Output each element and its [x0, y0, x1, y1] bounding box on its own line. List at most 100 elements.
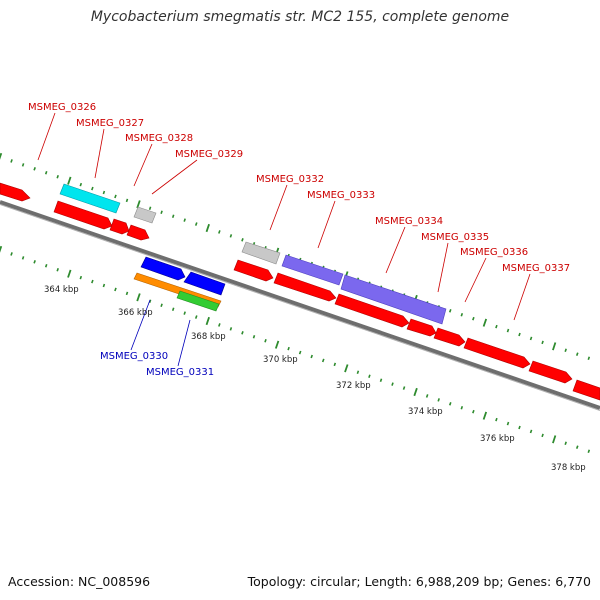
minor-tick — [333, 362, 337, 367]
minor-tick — [148, 206, 152, 211]
major-tick — [0, 245, 3, 253]
minor-tick — [495, 324, 498, 329]
gene-feature — [281, 254, 344, 286]
scale-label: 372 kbp — [336, 381, 371, 391]
gene-feature — [133, 206, 157, 224]
minor-tick — [252, 335, 256, 339]
gene-label: MSMEG_0327 — [76, 118, 144, 129]
minor-tick — [114, 194, 117, 199]
gene-feature — [140, 256, 186, 281]
minor-tick — [10, 159, 13, 163]
minor-tick — [587, 449, 591, 453]
major-tick — [136, 200, 141, 209]
gene-label: MSMEG_0329 — [175, 149, 243, 160]
gene-label: MSMEG_0333 — [307, 190, 375, 201]
minor-tick — [171, 214, 175, 218]
scale-label: 376 kbp — [480, 434, 515, 444]
minor-tick — [356, 370, 360, 375]
minor-tick — [194, 315, 198, 319]
minor-tick — [460, 313, 464, 317]
major-tick — [482, 411, 488, 420]
gene-callouts-bottom — [130, 299, 191, 367]
minor-tick — [241, 238, 244, 242]
minor-tick — [194, 222, 198, 226]
gene-feature — [59, 183, 121, 214]
minor-tick — [125, 291, 129, 296]
gene-feature — [340, 274, 447, 325]
major-tick — [344, 364, 349, 373]
gene-label: MSMEG_0334 — [375, 216, 443, 227]
minor-tick — [541, 340, 544, 345]
gene-feature — [572, 379, 600, 401]
minor-tick — [91, 186, 94, 191]
minor-tick — [448, 309, 452, 313]
major-tick — [205, 316, 210, 326]
minor-tick — [564, 348, 567, 353]
minor-tick — [587, 356, 591, 360]
major-tick — [482, 318, 488, 327]
minor-tick — [160, 303, 163, 307]
minor-tick — [21, 256, 25, 260]
major-tick — [552, 435, 557, 444]
scale-labels: 364 kbp 366 kbp 368 kbp 370 kbp 372 kbp … — [44, 285, 586, 473]
gene-feature — [528, 360, 573, 384]
minor-tick — [44, 264, 48, 268]
gene-feature — [273, 272, 337, 302]
gene-labels-top: MSMEG_0326 MSMEG_0327 MSMEG_0328 MSMEG_0… — [28, 102, 570, 274]
scale-label: 374 kbp — [408, 407, 443, 417]
gene-feature — [463, 337, 531, 369]
minor-tick — [21, 163, 25, 167]
gene-feature — [0, 182, 31, 202]
gene-labels-bottom: MSMEG_0330 MSMEG_0331 — [100, 351, 214, 378]
scale-label: 370 kbp — [263, 355, 298, 365]
minor-tick — [171, 307, 175, 311]
minor-tick — [56, 174, 59, 179]
minor-tick — [472, 316, 475, 321]
minor-tick — [425, 394, 429, 398]
major-tick — [274, 340, 280, 349]
minor-tick — [575, 352, 579, 356]
minor-tick — [218, 230, 221, 234]
minor-tick — [564, 441, 567, 446]
minor-tick — [495, 417, 498, 422]
gene-feature — [233, 259, 274, 282]
minor-tick — [125, 198, 129, 203]
minor-tick — [241, 331, 244, 335]
minor-tick — [472, 409, 475, 414]
gene-track-forward-outer — [59, 183, 447, 325]
major-tick — [552, 342, 557, 351]
minor-tick — [368, 374, 371, 378]
gene-feature — [53, 200, 113, 230]
minor-tick — [379, 378, 383, 382]
gene-feature — [406, 318, 437, 337]
minor-tick — [33, 260, 36, 264]
minor-tick — [437, 398, 440, 402]
minor-tick — [518, 332, 521, 337]
minor-tick — [91, 279, 94, 284]
gene-callouts-top — [37, 112, 531, 321]
gene-label: MSMEG_0328 — [125, 133, 193, 144]
scale-label: 366 kbp — [118, 308, 153, 318]
major-tick — [67, 269, 72, 278]
minor-tick — [287, 346, 290, 351]
scale-label: 378 kbp — [551, 463, 586, 473]
major-tick — [0, 152, 3, 160]
minor-tick — [160, 210, 163, 214]
gene-track-forward — [0, 182, 600, 401]
minor-tick — [102, 190, 106, 195]
minor-tick — [229, 234, 233, 238]
major-tick — [136, 293, 141, 302]
gene-feature — [109, 218, 130, 235]
minor-tick — [10, 252, 13, 256]
inner-tick-ring — [0, 245, 591, 453]
major-tick — [67, 176, 72, 185]
minor-tick — [460, 406, 464, 410]
gene-label: MSMEG_0330 — [100, 351, 168, 362]
minor-tick — [33, 167, 36, 171]
minor-tick — [229, 327, 233, 331]
gene-feature — [241, 241, 281, 265]
gene-feature — [126, 224, 150, 241]
minor-tick — [298, 350, 302, 355]
scale-label: 364 kbp — [44, 285, 79, 295]
